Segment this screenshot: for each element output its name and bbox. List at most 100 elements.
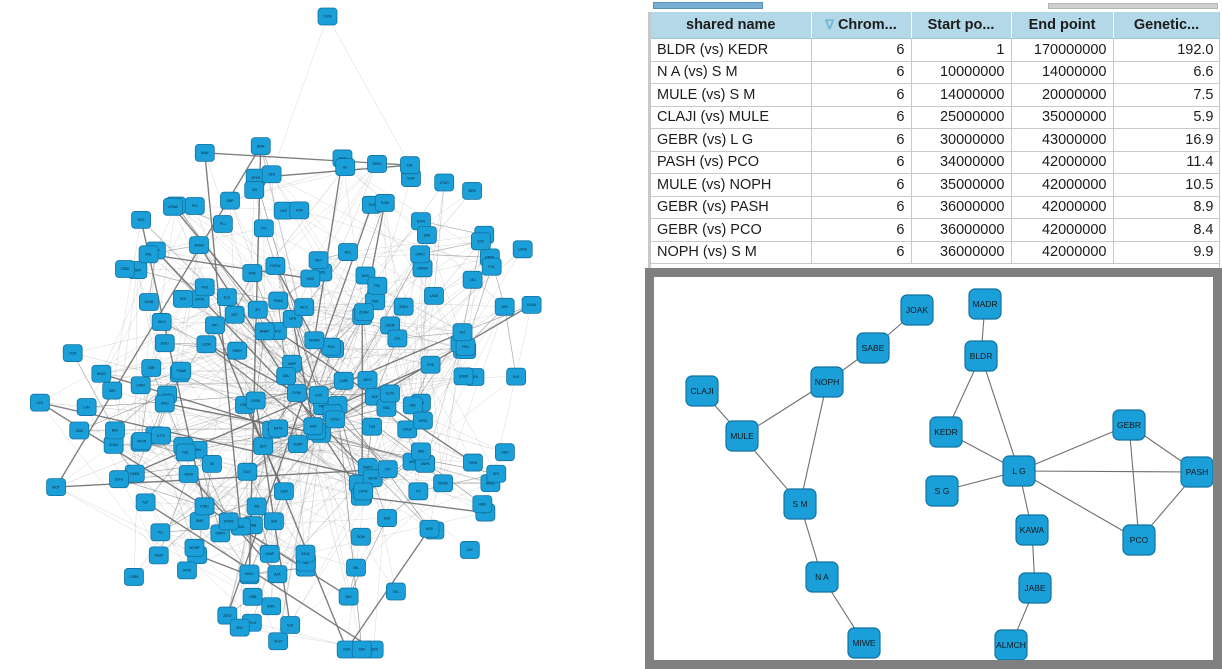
graph-node[interactable]: RIOT — [46, 478, 66, 496]
graph-node[interactable]: UZI — [244, 181, 265, 199]
graph-node[interactable]: ZWP — [220, 191, 240, 210]
table-row[interactable]: GEBR (vs) L G 6 30000000 43000000 16.9 — [651, 128, 1219, 152]
graph-node[interactable]: ONJ — [462, 270, 483, 289]
table-row[interactable]: N A (vs) S M 6 10000000 14000000 6.6 — [651, 61, 1219, 84]
graph-node[interactable]: WIH — [494, 297, 515, 316]
graph-node[interactable]: OFB — [261, 165, 282, 184]
graph-node[interactable]: CBU — [276, 367, 297, 385]
graph-node[interactable]: FDAW — [171, 361, 192, 380]
graph-node-KAWA[interactable]: KAWA — [1015, 514, 1049, 546]
graph-node[interactable]: ELG — [217, 288, 237, 307]
graph-node[interactable]: RFUR — [131, 432, 152, 450]
column-header-genetic[interactable]: Genetic... — [1113, 12, 1219, 39]
graph-node[interactable]: LKDM — [139, 293, 159, 311]
graph-node[interactable]: TBDD — [115, 260, 135, 278]
graph-node[interactable]: CARK — [333, 371, 354, 390]
graph-node[interactable]: ITF — [408, 482, 429, 501]
graph-node[interactable]: BMS — [189, 512, 210, 530]
graph-node[interactable]: SRA — [351, 640, 372, 659]
graph-node[interactable]: VVD — [194, 278, 215, 297]
graph-node[interactable]: IWV — [338, 587, 359, 606]
graph-node-KEDR[interactable]: KEDR — [929, 416, 963, 448]
edge-L G-PCO[interactable] — [1018, 470, 1140, 541]
graph-node[interactable]: ZHFL — [261, 597, 282, 616]
graph-node[interactable]: CBND — [178, 465, 199, 483]
graph-node[interactable]: PHE — [420, 355, 441, 374]
graph-node[interactable]: GII — [202, 454, 222, 473]
graph-node[interactable]: IGUT — [237, 462, 258, 481]
graph-node-S-G[interactable]: S G — [925, 475, 959, 507]
graph-node[interactable]: HNRH — [227, 341, 248, 360]
graph-node[interactable]: KSG — [131, 210, 151, 229]
graph-node[interactable]: EIUO — [154, 334, 175, 353]
table-row[interactable]: PASH (vs) PCO 6 34000000 42000000 11.4 — [651, 151, 1219, 174]
graph-node[interactable]: WVW — [177, 561, 197, 580]
graph-node[interactable]: BNTH — [268, 419, 289, 438]
graph-node[interactable]: OOVU — [325, 410, 345, 429]
graph-node[interactable]: CDL — [387, 329, 408, 348]
graph-node[interactable]: NRZD — [91, 364, 112, 383]
edge-L G-GEBR[interactable] — [1018, 424, 1130, 472]
graph-node-S-M[interactable]: S M — [783, 488, 817, 520]
graph-node[interactable]: KDBR — [453, 367, 474, 386]
graph-node[interactable]: EVRA — [286, 384, 307, 402]
graph-node-JABE[interactable]: JABE — [1018, 572, 1052, 604]
graph-node[interactable]: JFC — [247, 300, 268, 319]
graph-node[interactable]: AZA — [267, 565, 288, 584]
graph-node[interactable]: IUI — [335, 158, 356, 177]
graph-node[interactable]: MZA — [303, 417, 324, 436]
graph-node-JOAK[interactable]: JOAK — [900, 294, 934, 326]
table-row[interactable]: MULE (vs) NOPH 6 35000000 42000000 10.5 — [651, 173, 1219, 197]
table-panel[interactable]: shared name ∇ Chrom... Start po... End point… — [645, 0, 1222, 272]
graph-node[interactable]: BJFN — [411, 212, 431, 231]
graph-node[interactable]: WJAM — [189, 236, 209, 255]
graph-node[interactable]: FZM — [289, 201, 310, 220]
graph-node[interactable]: OHLV — [268, 632, 289, 651]
graph-node[interactable]: GSM — [274, 482, 294, 501]
table-row[interactable]: MULE (vs) S M 6 14000000 20000000 7.5 — [651, 83, 1219, 107]
graph-node-N-A[interactable]: N A — [805, 561, 839, 593]
edge-BLDR-L G[interactable] — [980, 355, 1020, 472]
column-header-chromosome[interactable]: ∇ Chrom... — [811, 12, 912, 39]
graph-node[interactable]: KZF — [224, 305, 245, 324]
graph-node[interactable]: KWG — [300, 269, 321, 288]
graph-node[interactable]: ZCMH — [353, 303, 374, 321]
graph-node[interactable]: FZBD — [194, 497, 215, 516]
graph-node[interactable]: PHJ — [184, 197, 205, 215]
graph-node[interactable]: LAGK — [424, 286, 444, 305]
graph-node[interactable]: URD — [102, 381, 123, 400]
graph-node[interactable]: IFIZ — [452, 323, 473, 342]
graph-node[interactable]: ESFG — [109, 470, 129, 489]
table-row[interactable]: BLDR (vs) KEDR 6 1 170000000 192.0 — [651, 38, 1219, 62]
graph-node[interactable]: DIK — [400, 156, 420, 175]
graph-node[interactable]: NJS — [280, 616, 301, 634]
graph-node[interactable]: MDL — [338, 243, 358, 261]
graph-node[interactable]: MHMW — [304, 331, 325, 350]
table-header-row[interactable]: shared name ∇ Chrom... Start po... End point… — [651, 12, 1219, 39]
graph-node[interactable]: HAZO — [239, 564, 260, 583]
graph-node[interactable]: ZMEV — [393, 297, 414, 316]
graph-node[interactable]: BNW — [194, 143, 215, 162]
graph-node-ALMCH[interactable]: ALMCH — [994, 629, 1028, 660]
graph-node[interactable]: WCP — [419, 519, 440, 538]
graph-node[interactable]: RVIE — [242, 264, 263, 282]
graph-node[interactable]: ESB — [377, 509, 397, 527]
graph-node[interactable]: DGW — [351, 527, 371, 546]
graph-node-BLDR[interactable]: BLDR — [964, 340, 998, 372]
graph-node[interactable]: PRT — [205, 316, 225, 335]
column-header-start_point[interactable]: Start po... — [911, 12, 1012, 39]
graph-node[interactable]: RFK — [486, 464, 507, 483]
graph-node[interactable]: LMT — [459, 541, 480, 559]
graph-node-GEBR[interactable]: GEBR — [1112, 409, 1146, 441]
edge-NOPH-S M[interactable] — [799, 381, 828, 505]
graph-node[interactable]: CET — [377, 460, 398, 479]
graph-node[interactable]: VBL — [346, 558, 366, 577]
graph-node[interactable]: OKPO — [410, 245, 431, 264]
graph-node[interactable]: LFRH — [130, 376, 151, 395]
graph-node[interactable]: ISN — [246, 497, 267, 516]
graph-node[interactable]: ZMR — [141, 359, 162, 377]
graph-node[interactable]: PSL — [367, 276, 388, 295]
graph-node[interactable]: LVFW — [353, 482, 374, 501]
graph-node[interactable]: VLI — [150, 523, 171, 542]
graph-node-L-G[interactable]: L G — [1002, 455, 1036, 487]
